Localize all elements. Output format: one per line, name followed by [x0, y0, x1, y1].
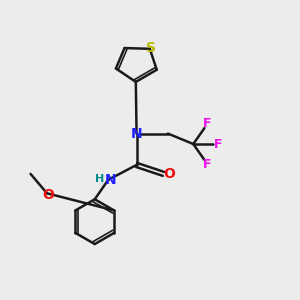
- Text: O: O: [163, 167, 175, 181]
- Text: N: N: [131, 127, 142, 141]
- Text: S: S: [146, 41, 156, 55]
- Text: F: F: [203, 117, 212, 130]
- Text: O: O: [43, 188, 54, 202]
- Text: F: F: [214, 137, 222, 151]
- Text: N: N: [105, 173, 116, 187]
- Text: H: H: [95, 174, 104, 184]
- Text: F: F: [203, 158, 212, 171]
